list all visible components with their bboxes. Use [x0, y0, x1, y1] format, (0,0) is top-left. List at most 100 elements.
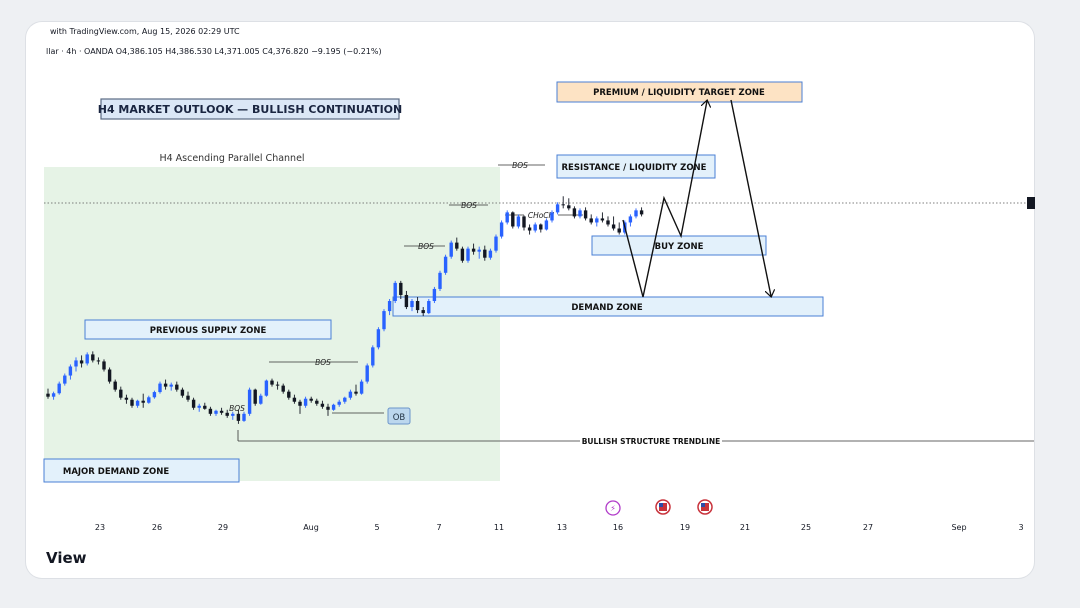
bos-label-5: BOS: [512, 161, 528, 170]
bullish-candle: [231, 413, 235, 416]
x-tick-label: Aug: [303, 523, 319, 532]
bearish-candle: [236, 413, 241, 421]
bullish-candle: [432, 288, 437, 302]
bullish-candle: [63, 375, 67, 384]
projection-path-down: [730, 99, 771, 296]
bullish-candle: [505, 212, 509, 223]
order-block-label: OB: [393, 413, 406, 423]
bullish-candle: [197, 405, 201, 408]
bearish-candle: [320, 403, 325, 407]
bearish-candle: [191, 399, 196, 408]
x-tick-label: 23: [95, 523, 105, 532]
bullish-candle: [331, 404, 336, 410]
bullish-candle: [516, 216, 521, 227]
x-tick-label: 29: [218, 523, 228, 532]
bearish-candle: [589, 218, 593, 223]
bearish-candle: [572, 208, 577, 217]
bullish-candle: [214, 410, 218, 414]
bearish-candle: [96, 360, 101, 362]
bearish-candle: [102, 361, 106, 370]
flag-canton-2: [701, 503, 705, 507]
bullish-candle: [550, 212, 554, 221]
bearish-candle: [298, 401, 302, 406]
bearish-candle: [455, 242, 459, 249]
bullish-candle: [365, 365, 369, 382]
bullish-candle: [499, 222, 504, 237]
bos-label-3: BOS: [418, 242, 434, 251]
bearish-candle: [107, 369, 112, 382]
bearish-candle: [583, 210, 588, 219]
bearish-candle: [119, 389, 123, 398]
bearish-candle: [483, 249, 487, 258]
bullish-candle: [85, 354, 89, 364]
bullish-candle: [595, 218, 599, 223]
bullish-candle: [303, 398, 308, 406]
bullish-candle: [135, 400, 140, 406]
channel-label: H4 Ascending Parallel Channel: [159, 153, 304, 164]
bearish-candle: [415, 301, 420, 311]
x-tick-label: 11: [494, 523, 504, 532]
x-axis: 23 26 29 Aug 5 7 11 13 16 19 21 25 27 Sep 3: [95, 523, 1024, 532]
bearish-candle: [180, 389, 185, 396]
buy-zone-label: BUY ZONE: [655, 242, 704, 252]
bearish-candle: [46, 393, 50, 397]
bullish-candle: [382, 311, 386, 330]
bearish-candle: [163, 383, 168, 387]
bullish-candle: [410, 301, 414, 308]
chart-title: H4 MARKET OUTLOOK — BULLISH CONTINUATION: [98, 103, 403, 116]
bearish-candle: [471, 248, 476, 252]
bearish-candle: [113, 381, 117, 390]
bullish-candle: [259, 395, 263, 404]
bearish-candle: [639, 210, 644, 215]
bullish-candle: [376, 329, 381, 348]
bearish-candle: [175, 384, 179, 390]
bullish-candle: [169, 384, 173, 387]
symbol-ohlc-line: llar · 4h · OANDA O4,386.105 H4,386.530 …: [46, 47, 382, 56]
bearish-candle: [354, 391, 358, 394]
major-demand-zone-label: MAJOR DEMAND ZONE: [63, 467, 169, 477]
bullish-candle: [359, 381, 364, 394]
bearish-candle: [253, 389, 257, 404]
x-tick-label: 16: [613, 523, 623, 532]
bullish-candle: [387, 301, 392, 312]
bullish-candle: [68, 366, 73, 376]
x-tick-label: 26: [152, 523, 162, 532]
bearish-candle: [606, 220, 610, 225]
x-tick-label: 19: [680, 523, 690, 532]
bullish-candle: [393, 282, 397, 302]
bullish-candle: [438, 272, 442, 289]
price-marker: [1027, 197, 1035, 209]
bullish-candle: [337, 401, 341, 405]
bearish-candle: [611, 224, 616, 229]
flag-canton-1: [659, 503, 663, 507]
bearish-candle: [281, 385, 285, 392]
trendline-label: BULLISH STRUCTURE TRENDLINE: [582, 437, 721, 446]
bullish-candle: [51, 393, 56, 397]
lightning-glyph: ⚡: [610, 504, 616, 513]
x-tick-label: Sep: [951, 523, 966, 532]
bearish-candle: [527, 227, 532, 231]
bearish-candle: [309, 398, 313, 401]
bearish-candle: [287, 391, 291, 398]
bearish-candle: [208, 408, 213, 414]
bearish-candle: [219, 410, 224, 413]
published-info: with TradingView.com, Aug 15, 2026 02:29…: [50, 27, 240, 36]
event-lightning-icon[interactable]: [605, 500, 621, 516]
bullish-candle: [264, 380, 269, 396]
bullish-candle: [158, 383, 162, 393]
bearish-candle: [522, 216, 526, 228]
bearish-candle: [567, 205, 571, 209]
bullish-candle: [578, 210, 582, 217]
bearish-candle: [79, 360, 84, 364]
demand-zone-label: DEMAND ZONE: [571, 303, 643, 313]
title-box: [100, 98, 400, 120]
bearish-candle: [404, 294, 409, 308]
bearish-candle: [270, 380, 274, 385]
x-tick-label: 13: [557, 523, 567, 532]
bullish-candle: [427, 301, 431, 314]
bearish-candle: [186, 395, 190, 400]
trendline-label-bg: [580, 435, 722, 447]
bearish-candle: [275, 384, 280, 386]
resistance-zone-label: RESISTANCE / LIQUIDITY ZONE: [562, 163, 707, 173]
